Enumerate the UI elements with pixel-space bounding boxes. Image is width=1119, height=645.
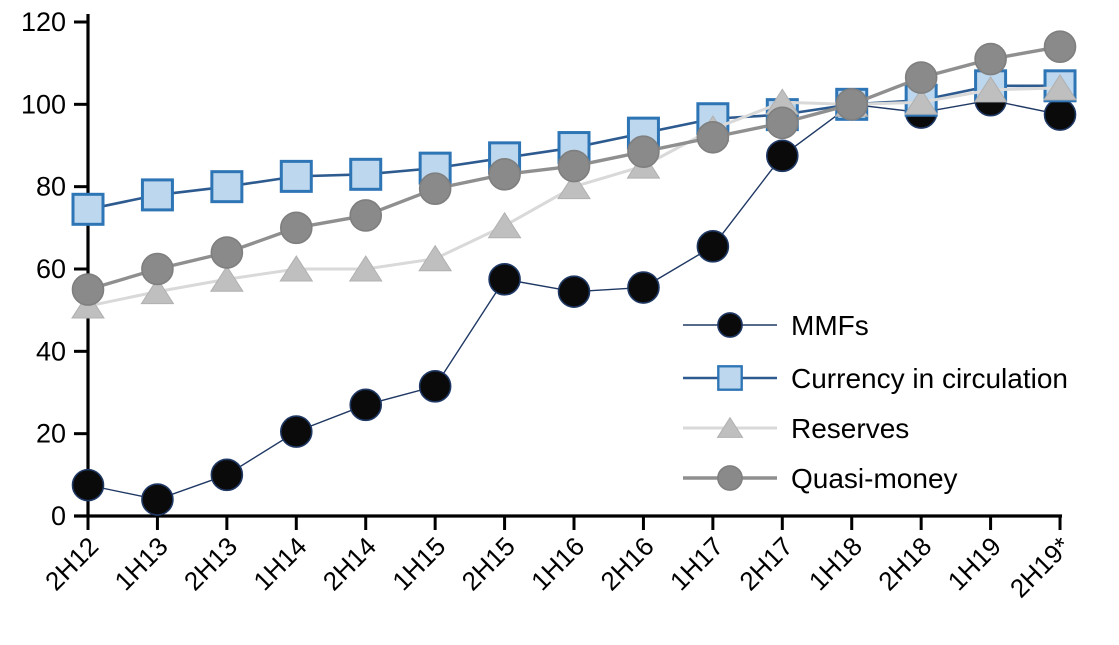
marker-mmfs bbox=[696, 230, 730, 263]
marker-reserves bbox=[557, 172, 591, 200]
x-axis-label: 2H15 bbox=[456, 531, 521, 596]
x-axis-label: 2H12 bbox=[39, 531, 104, 596]
marker-quasi-money bbox=[141, 252, 174, 286]
x-axis-label: 1H18 bbox=[803, 531, 868, 596]
legend-item-currency-in-circulation: Currency in circulation bbox=[683, 363, 1068, 394]
x-axis-label: 1H17 bbox=[664, 531, 729, 596]
y-axis-label: 60 bbox=[36, 254, 66, 284]
x-axis-label: 2H17 bbox=[733, 531, 798, 596]
marker-mmfs bbox=[765, 139, 799, 173]
marker-quasi-money bbox=[418, 172, 452, 206]
legend-marker-reserves bbox=[716, 416, 744, 438]
marker-quasi-money bbox=[279, 211, 313, 245]
marker-quasi-money bbox=[904, 61, 938, 94]
x-axis-label: 1H15 bbox=[386, 531, 451, 596]
x-axis-label: 1H14 bbox=[247, 531, 312, 596]
legend-marker-currency-in-circulation bbox=[717, 365, 743, 391]
marker-currency-in-circulation bbox=[349, 157, 383, 191]
marker-currency-in-circulation bbox=[140, 178, 174, 212]
x-axis-label: 2H16 bbox=[595, 531, 660, 596]
legend: MMFs Currency in circulation Reserves Quasi… bbox=[683, 310, 1068, 494]
marker-reserves bbox=[348, 255, 383, 282]
x-axis-label: 2H14 bbox=[317, 531, 382, 596]
series-reserves bbox=[71, 73, 1077, 319]
x-axis-label: 2H19* bbox=[1004, 531, 1076, 603]
marker-reserves bbox=[1043, 73, 1077, 101]
y-axis-label: 100 bbox=[21, 89, 66, 119]
x-axis-label: 1H19 bbox=[942, 531, 1007, 596]
marker-mmfs bbox=[1043, 98, 1077, 131]
marker-currency-in-circulation bbox=[279, 159, 313, 193]
legend-marker-quasi-money bbox=[717, 465, 743, 491]
marker-reserves bbox=[140, 277, 175, 305]
marker-reserves bbox=[973, 75, 1008, 103]
marker-quasi-money bbox=[1043, 30, 1077, 63]
legend-item-quasi-money: Quasi-money bbox=[683, 463, 958, 494]
legend-label-quasi-money: Quasi-money bbox=[791, 463, 958, 494]
y-axis-label: 0 bbox=[51, 501, 66, 531]
x-axis-label: 1H13 bbox=[109, 531, 174, 596]
marker-mmfs bbox=[71, 468, 105, 502]
marker-reserves bbox=[904, 88, 939, 115]
series-currency-in-circulation bbox=[71, 69, 1077, 226]
x-axis-label: 1H16 bbox=[525, 531, 590, 596]
marker-currency-in-circulation bbox=[210, 170, 244, 204]
legend-item-mmfs: MMFs bbox=[683, 310, 869, 341]
marker-quasi-money bbox=[349, 199, 383, 232]
marker-mmfs bbox=[627, 271, 660, 304]
marker-mmfs bbox=[210, 458, 244, 492]
y-axis-label: 20 bbox=[36, 419, 66, 449]
marker-mmfs bbox=[141, 483, 174, 516]
legend-label-currency-in-circulation: Currency in circulation bbox=[791, 363, 1068, 394]
marker-reserves bbox=[279, 255, 314, 282]
marker-reserves bbox=[487, 211, 522, 239]
marker-quasi-money bbox=[765, 106, 799, 140]
marker-mmfs bbox=[557, 275, 591, 308]
marker-quasi-money bbox=[488, 158, 521, 191]
x-axis-label: 2H18 bbox=[872, 531, 937, 596]
legend-label-reserves: Reserves bbox=[791, 413, 909, 444]
y-axis-label: 80 bbox=[36, 172, 66, 202]
marker-quasi-money bbox=[557, 149, 591, 183]
marker-quasi-money bbox=[71, 273, 105, 306]
legend-item-reserves: Reserves bbox=[683, 413, 909, 444]
y-axis-label: 40 bbox=[36, 336, 66, 366]
y-axis-label: 120 bbox=[21, 7, 66, 37]
marker-quasi-money bbox=[210, 236, 244, 269]
marker-quasi-money bbox=[974, 42, 1007, 76]
legend-label-mmfs: MMFs bbox=[791, 310, 869, 341]
marker-mmfs bbox=[418, 370, 452, 403]
marker-reserves bbox=[418, 244, 453, 272]
marker-quasi-money bbox=[696, 120, 730, 154]
marker-mmfs bbox=[488, 262, 521, 296]
marker-mmfs bbox=[279, 415, 313, 448]
series-quasi-money bbox=[71, 30, 1077, 306]
x-axis-label: 2H13 bbox=[178, 531, 243, 596]
marker-mmfs bbox=[349, 388, 383, 422]
marker-quasi-money bbox=[627, 135, 660, 168]
marker-currency-in-circulation bbox=[71, 192, 105, 226]
marker-quasi-money bbox=[835, 88, 869, 121]
legend-marker-mmfs bbox=[717, 312, 743, 338]
marker-reserves bbox=[209, 265, 244, 292]
